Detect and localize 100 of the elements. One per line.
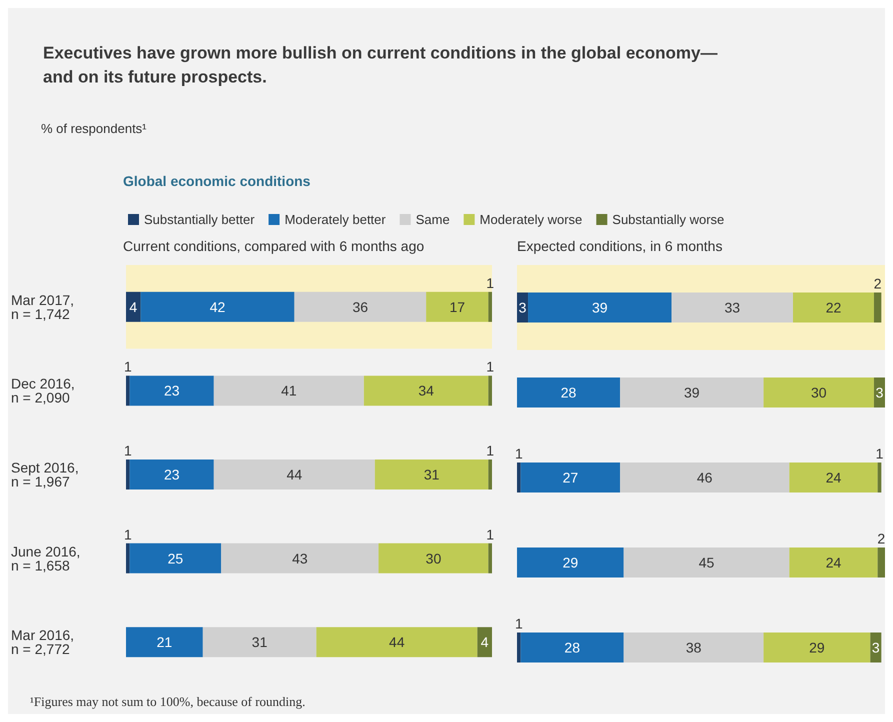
bar xyxy=(878,462,882,492)
bar xyxy=(140,292,294,322)
data-label: 24 xyxy=(826,470,842,486)
data-label: 34 xyxy=(418,382,434,399)
chart-subtitle: % of respondents¹ xyxy=(41,121,148,136)
bar xyxy=(520,462,620,492)
data-label: 3 xyxy=(518,300,527,316)
bar xyxy=(878,548,885,578)
bar xyxy=(130,543,222,574)
data-label: 1 xyxy=(124,442,132,458)
bar xyxy=(624,632,764,662)
data-label: 1 xyxy=(486,442,494,458)
data-label: 38 xyxy=(686,640,702,656)
bar xyxy=(517,462,521,492)
data-label: 1 xyxy=(124,358,132,375)
data-label: 23 xyxy=(164,382,180,399)
data-label: 24 xyxy=(826,554,842,570)
bar xyxy=(126,543,130,574)
data-label: 36 xyxy=(352,298,368,315)
y-tick-label: June 2016, n = 1,658 xyxy=(11,543,80,574)
bar xyxy=(528,292,672,322)
bar xyxy=(126,292,141,322)
bar xyxy=(378,543,488,574)
bar xyxy=(126,627,203,658)
data-label: 28 xyxy=(560,384,577,400)
bar xyxy=(126,376,130,406)
data-label: 30 xyxy=(810,384,827,400)
data-label: 30 xyxy=(426,550,442,566)
data-label: 27 xyxy=(562,470,578,486)
bar xyxy=(672,292,793,322)
data-label: 31 xyxy=(252,634,268,650)
legend-label: Moderately worse xyxy=(480,212,582,227)
data-label: 31 xyxy=(424,466,440,482)
data-label: 2 xyxy=(877,530,886,546)
bar xyxy=(789,462,878,492)
legend-title: Global economic conditions xyxy=(123,173,311,189)
data-label: 33 xyxy=(724,300,740,316)
data-label: 2 xyxy=(874,276,882,292)
bar xyxy=(764,378,874,408)
bar xyxy=(517,548,624,578)
bar xyxy=(793,292,874,322)
bar xyxy=(426,292,488,322)
data-label: 45 xyxy=(698,554,715,570)
data-label: 29 xyxy=(562,554,578,570)
data-label: 28 xyxy=(564,640,580,656)
bar xyxy=(477,627,492,658)
data-label: 39 xyxy=(684,384,700,400)
bar xyxy=(624,548,790,578)
bar xyxy=(130,460,214,490)
bar xyxy=(488,460,492,490)
y-tick-label: Dec 2016, n = 2,090 xyxy=(11,376,75,406)
bar xyxy=(130,376,214,406)
data-label: 21 xyxy=(156,634,172,650)
data-label: 17 xyxy=(449,298,466,315)
data-label: 44 xyxy=(286,466,302,482)
bar xyxy=(126,460,130,490)
chart-title: Executives have grown more bullish on current conditions in the global economy— and on its future prospects. xyxy=(43,44,718,86)
data-label: 1 xyxy=(486,526,494,542)
data-label: 41 xyxy=(281,382,297,399)
bar xyxy=(488,543,492,574)
data-label: 4 xyxy=(480,634,489,650)
data-label: 1 xyxy=(124,526,132,542)
bar xyxy=(488,292,492,322)
data-label: 1 xyxy=(486,358,494,375)
data-label: 4 xyxy=(129,298,138,315)
bar xyxy=(520,632,624,662)
data-label: 39 xyxy=(592,300,608,316)
text: ¹Figures may not sum to 100%, because of rounding. xyxy=(30,694,306,709)
bar xyxy=(202,627,316,658)
data-label: 1 xyxy=(514,616,523,632)
bar xyxy=(214,460,375,490)
data-label: 42 xyxy=(210,298,226,315)
bar xyxy=(874,292,882,322)
bar xyxy=(374,460,488,490)
data-label: 23 xyxy=(164,466,180,482)
data-label: 3 xyxy=(872,640,880,656)
bar xyxy=(620,462,790,492)
bar xyxy=(789,548,878,578)
data-label: 46 xyxy=(696,470,713,486)
bar xyxy=(316,627,478,658)
y-tick-label: Mar 2017, n = 1,742 xyxy=(11,292,74,322)
data-label: 3 xyxy=(876,384,884,400)
data-label: 1 xyxy=(876,446,884,462)
data-label: 22 xyxy=(826,300,842,316)
data-label: 1 xyxy=(514,446,523,462)
legend-label: Same xyxy=(416,212,450,227)
data-label: 25 xyxy=(168,550,184,566)
bar xyxy=(214,376,364,406)
bar xyxy=(620,378,764,408)
data-label: 1 xyxy=(486,274,494,291)
bar xyxy=(364,376,488,406)
legend-label: Substantially worse xyxy=(612,212,724,227)
y-tick-label: Mar 2016, n = 2,772 xyxy=(11,627,74,658)
bar xyxy=(221,543,379,574)
y-tick-label: Sept 2016, n = 1,967 xyxy=(11,460,79,490)
bar xyxy=(517,378,620,408)
legend-label: Moderately better xyxy=(284,212,386,227)
data-label: 44 xyxy=(389,634,405,650)
bar xyxy=(294,292,426,322)
data-label: 43 xyxy=(292,550,308,566)
